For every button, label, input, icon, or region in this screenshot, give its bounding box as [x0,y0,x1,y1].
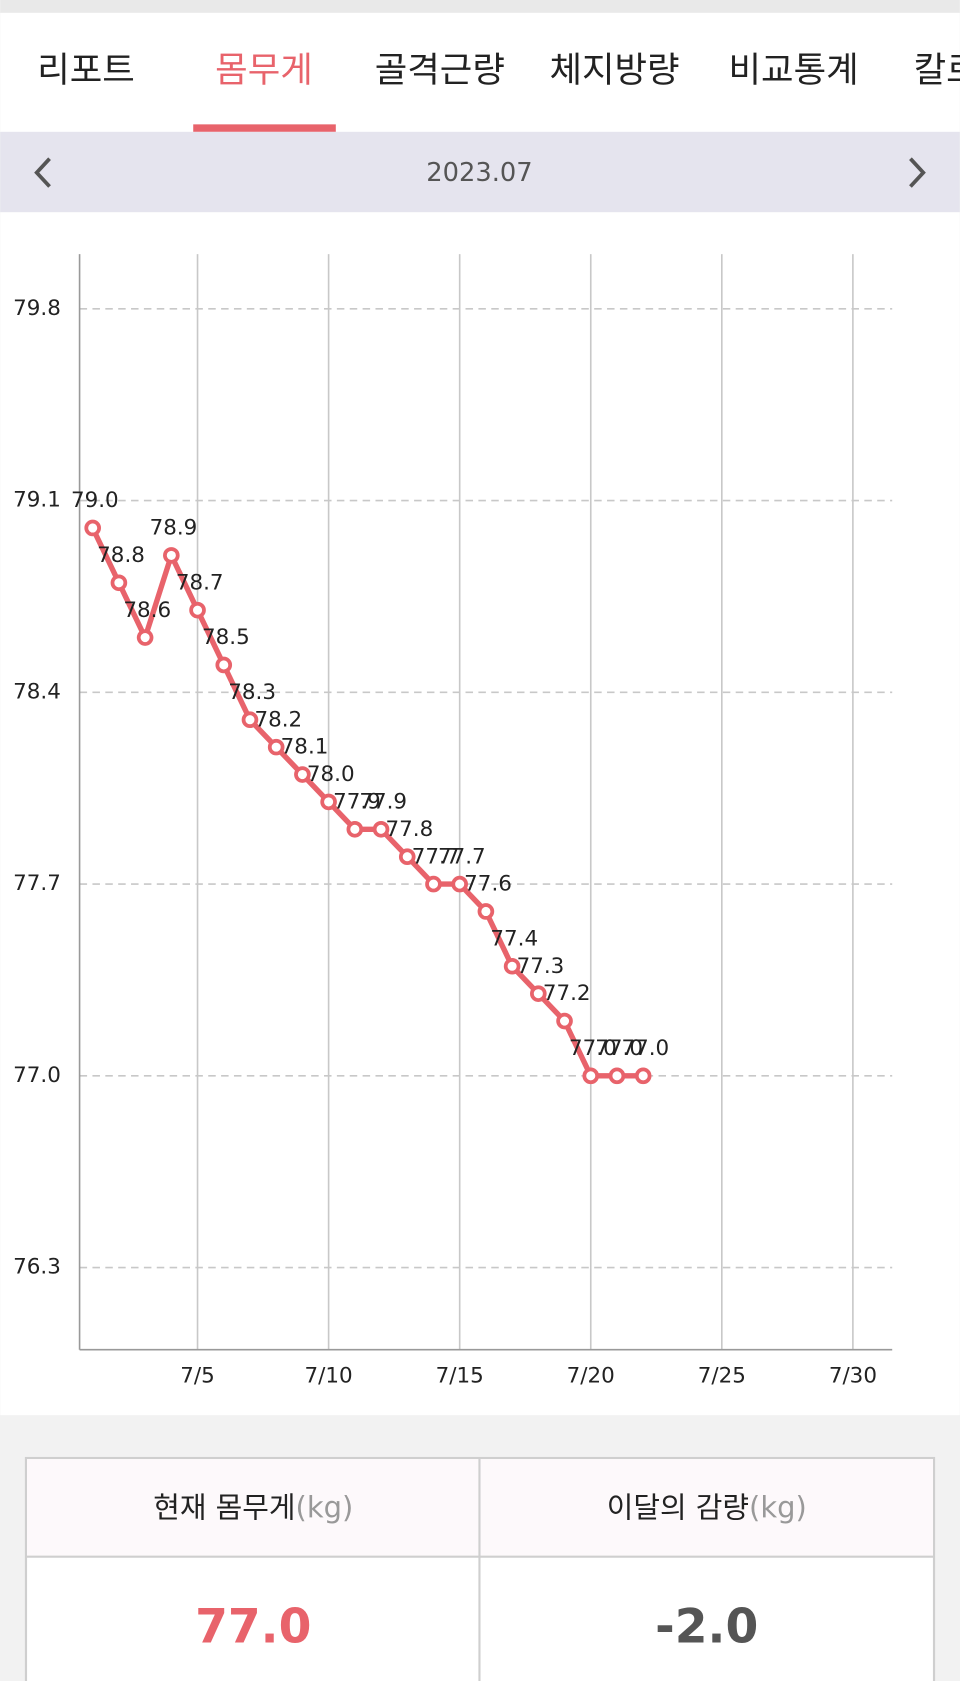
data-point [215,656,233,674]
data-label: 77.0 [621,1036,669,1061]
x-tick-label: 7/20 [567,1364,615,1389]
data-point [530,985,547,1002]
x-tick-label: 7/10 [305,1364,353,1389]
data-point [163,547,180,564]
data-point [477,903,495,920]
data-point [320,793,337,811]
y-tick-label: 77.0 [13,1063,61,1088]
data-point [451,875,468,893]
summary-header-cell: 현재 몸무게(kg) [153,1490,353,1524]
data-point [267,738,285,756]
tab-underline [193,124,336,132]
data-point [189,601,206,619]
data-point [425,875,442,893]
y-tick-label: 78.4 [13,679,61,704]
data-point [556,1012,573,1030]
data-label: 77.7 [412,844,460,869]
current-weight: 77.0 [195,1600,311,1655]
y-tick-label: 79.1 [13,488,61,513]
prev-button[interactable] [34,157,51,188]
data-label: 77.9 [333,789,381,814]
x-tick-label: 7/25 [698,1364,746,1389]
data-label: 77.6 [464,872,512,897]
header-label: 현재 몸무게 [153,1490,295,1524]
header-label: 이달의 감량 [607,1490,749,1524]
x-tick-label: 7/15 [436,1364,484,1389]
data-point [346,820,364,838]
y-tick-label: 77.7 [13,871,61,896]
data-label: 78.2 [254,707,302,732]
data-point [84,519,101,537]
y-tick-label: 76.3 [13,1255,61,1280]
data-point [634,1067,652,1085]
data-label: 78.6 [123,598,171,623]
data-label: 79.0 [71,488,119,513]
tab[interactable]: 체지방량 [549,50,679,91]
data-point [294,766,311,783]
header-unit: (kg) [296,1490,354,1524]
data-point [503,957,521,975]
x-tick-label: 7/5 [180,1364,215,1389]
data-label: 77.2 [543,981,591,1006]
chart-area [0,212,960,1416]
data-label: 78.9 [150,516,198,541]
data-label: 77.3 [517,954,565,979]
weight-line [90,526,644,1079]
data-point [241,711,259,729]
data-label: 77.9 [359,789,407,814]
data-label: 77.7 [438,844,486,869]
month-nav [0,131,960,213]
tab[interactable]: 칼로 [914,50,960,91]
x-tick-label: 7/30 [829,1364,877,1389]
data-label: 77.0 [569,1036,617,1061]
tab-bar [0,12,960,132]
header-unit: (kg) [749,1490,807,1524]
data-point [608,1067,626,1085]
status-shadow [0,0,960,13]
data-label: 77.4 [490,926,538,951]
data-label: 78.8 [97,543,145,568]
tab[interactable]: 비교통계 [729,50,859,91]
summary-header-cell: 이달의 감량(kg) [607,1490,807,1524]
data-point [136,629,154,646]
data-label: 78.5 [202,625,250,650]
data-label: 77.8 [386,817,434,842]
y-tick-label: 79.8 [13,296,61,321]
data-label: 77.0 [595,1036,643,1061]
data-point [110,574,128,592]
data-label: 78.7 [176,570,224,595]
data-point [582,1067,600,1085]
monthly-change: -2.0 [655,1600,758,1655]
tab[interactable]: 리포트 [37,50,135,91]
data-label: 78.3 [228,680,276,705]
data-point [372,820,390,838]
data-label: 78.1 [281,735,329,760]
period: 2023.07 [426,158,532,188]
next-button[interactable] [909,157,926,188]
data-point [398,848,416,865]
tab[interactable]: 몸무게 [215,50,313,91]
tab[interactable]: 골격근량 [375,50,505,91]
data-label: 78.0 [307,762,355,787]
